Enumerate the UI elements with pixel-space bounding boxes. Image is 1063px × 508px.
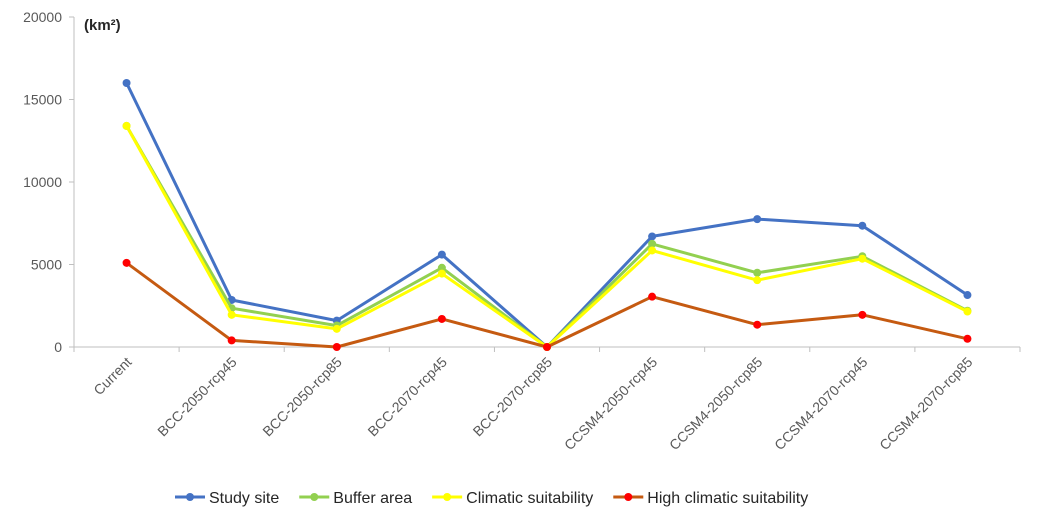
data-point (437, 263, 446, 272)
data-point (963, 307, 972, 316)
data-point (963, 291, 972, 300)
data-point (858, 310, 867, 319)
data-point (858, 221, 867, 230)
legend-marker (443, 493, 452, 501)
data-point (543, 343, 551, 351)
x-tick-label: CCSM4-2050-rcp85 (666, 354, 765, 453)
data-point (332, 324, 341, 333)
data-point (963, 334, 972, 343)
x-axis: Current BCC-2050-rcp45 BCC-2050-rcp85 BCC-2… (73, 346, 1021, 453)
legend-marker (624, 493, 633, 501)
data-point (648, 232, 657, 241)
y-tick-label: 15000 (23, 92, 62, 108)
x-tick-label: BCC-2050-rcp45 (154, 354, 240, 440)
data-point (648, 246, 657, 255)
series-line (125, 82, 969, 349)
data-point (648, 239, 657, 248)
legend-label: Buffer area (333, 490, 412, 507)
legend-item: Climatic suitability (432, 490, 593, 507)
data-point (332, 343, 341, 351)
data-point (227, 336, 236, 345)
y-tick-label: 20000 (23, 9, 62, 25)
y-tick-label: 5000 (31, 257, 62, 273)
data-point (437, 314, 446, 323)
data-point (753, 268, 762, 277)
x-tick-label: BCC-2070-rcp45 (364, 354, 450, 440)
data-point (437, 250, 446, 259)
data-point (753, 276, 762, 285)
x-tick-label: CCSM4-2070-rcp85 (876, 354, 975, 453)
data-point (122, 121, 131, 130)
x-tick-label: BCC-2070-rcp85 (470, 354, 556, 440)
series-line (125, 125, 969, 349)
series-line (125, 125, 969, 349)
unit-label: (km²) (84, 17, 121, 34)
legend-item: Buffer area (299, 490, 412, 507)
data-point (122, 79, 131, 87)
legend-label: Study site (209, 490, 279, 507)
series-high-climatic-suitability (122, 258, 972, 351)
y-axis: 0 5000 10000 15000 20000 (23, 9, 75, 355)
legend: Study site Buffer area Climatic suitabilit… (175, 490, 808, 507)
y-tick-label: 0 (54, 339, 62, 355)
data-point (858, 254, 867, 263)
x-tick-label: CCSM4-2050-rcp45 (561, 354, 660, 453)
data-point (437, 269, 446, 278)
legend-item: High climatic suitability (613, 490, 808, 507)
legend-marker (310, 493, 319, 501)
data-point (122, 258, 131, 267)
legend-marker (186, 493, 194, 501)
legend-item: Study site (175, 490, 279, 507)
y-tick-label: 10000 (23, 174, 62, 190)
x-tick-label: BCC-2050-rcp85 (259, 354, 345, 440)
x-tick-label: CCSM4-2070-rcp45 (771, 354, 870, 453)
data-point (227, 310, 236, 319)
data-point (753, 215, 762, 224)
series-layer (122, 79, 972, 351)
data-point (753, 320, 762, 329)
data-point (648, 292, 657, 301)
legend-label: High climatic suitability (647, 490, 808, 507)
x-tick-label: Current (90, 354, 134, 398)
legend-label: Climatic suitability (466, 490, 593, 507)
